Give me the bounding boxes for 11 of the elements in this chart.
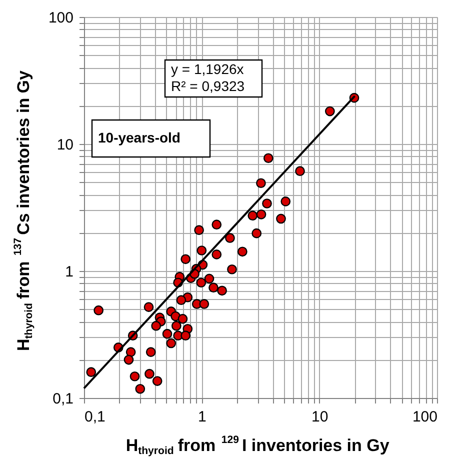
y-axis-title: Hthyroid from 137Cs inventories in Gy	[12, 70, 35, 351]
x-tick-label: 10	[311, 408, 328, 426]
x-tick-label: 100	[412, 408, 438, 426]
y-tick-label: 1	[65, 264, 74, 280]
annotation: 10-years-old	[98, 130, 180, 146]
y-tick-label: 0,1	[52, 390, 74, 408]
y-tick-label: 10	[56, 136, 74, 154]
x-tick-label: 1	[198, 408, 206, 426]
annotation: y = 1,1926x R² = 0,9323	[171, 61, 245, 94]
x-tick-label: 0,1	[84, 408, 106, 426]
y-tick-label: 100	[48, 10, 74, 26]
